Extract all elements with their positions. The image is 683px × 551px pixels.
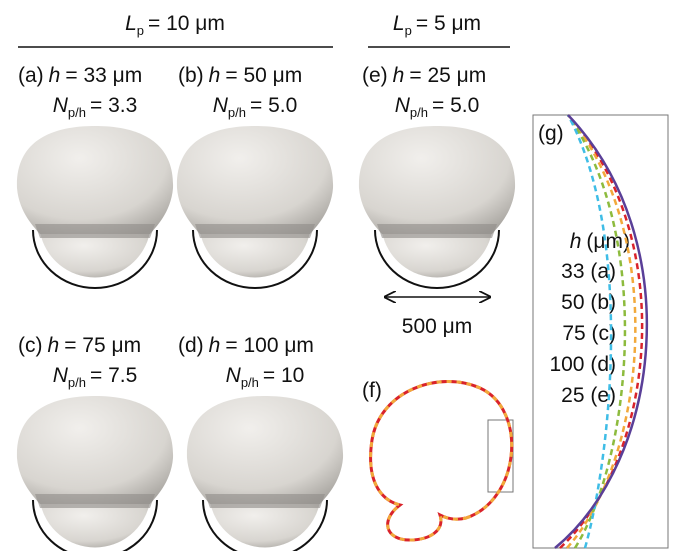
- value: = 75 μm: [64, 334, 141, 357]
- symbol: h: [49, 64, 61, 87]
- panel-title: (e)h= 25 μm: [362, 64, 486, 87]
- legend-entry: 100 (d): [549, 353, 616, 376]
- symbol: L: [125, 12, 137, 35]
- droplet-band: [205, 494, 325, 508]
- symbol: L: [393, 12, 405, 35]
- value: = 50 μm: [225, 64, 302, 87]
- panel-title: (c)h= 75 μm: [18, 334, 141, 357]
- symbol: h: [393, 64, 405, 87]
- droplet-cap: [187, 396, 343, 504]
- panel-param: Np/h = 5.0: [213, 94, 298, 120]
- droplet-cap: [17, 396, 173, 504]
- panel-param: Np/h = 5.0: [395, 94, 480, 120]
- droplet-band: [377, 224, 497, 238]
- legend-entry: 75 (c): [562, 322, 616, 345]
- droplet-band: [195, 224, 315, 238]
- symbol: h: [570, 230, 582, 253]
- droplet-band: [35, 224, 155, 238]
- value: = 5 μm: [416, 12, 481, 35]
- droplet-cap: [359, 126, 515, 234]
- value: = 10: [263, 364, 304, 387]
- symbol: h: [209, 64, 221, 87]
- panel-title: (b)h= 50 μm: [178, 64, 302, 87]
- symbol: h: [209, 334, 221, 357]
- droplet-lower: [210, 502, 320, 547]
- panel-param: Np/h = 7.5: [53, 364, 138, 390]
- legend-entry: 33 (a): [561, 260, 616, 283]
- figure: 500 μm (f) (g) Lp= 10 μmLp= 5 μm(a)h= 33…: [0, 0, 683, 551]
- droplet-band: [35, 494, 155, 508]
- panel-label: (c): [18, 334, 43, 357]
- legend-entry: 50 (b): [561, 291, 616, 314]
- symbol: N: [213, 94, 229, 117]
- droplet-lower: [382, 232, 492, 277]
- subscript: p: [137, 23, 144, 38]
- panel-title: (d)h= 100 μm: [178, 334, 314, 357]
- panel-label: (b): [178, 64, 204, 87]
- scale-label: 500 μm: [402, 315, 472, 338]
- value: = 3.3: [90, 94, 137, 117]
- legend-title: h(μm): [570, 230, 630, 253]
- outline: [371, 381, 512, 540]
- subscript: p/h: [410, 105, 428, 120]
- subscript: p: [405, 23, 412, 38]
- value: = 10 μm: [148, 12, 225, 35]
- droplet-lower: [200, 232, 310, 277]
- symbol: N: [53, 364, 69, 387]
- value: = 5.0: [432, 94, 479, 117]
- group-header: Lp = 10 μm: [125, 12, 225, 38]
- symbol: h: [48, 334, 60, 357]
- group-header: Lp = 5 μm: [393, 12, 481, 38]
- panel-label: (d): [178, 334, 204, 357]
- panel-param: Np/h = 3.3: [53, 94, 138, 120]
- panel-title: (a)h= 33 μm: [18, 64, 142, 87]
- panel-label: (e): [362, 64, 388, 87]
- subscript: p/h: [228, 105, 246, 120]
- symbol: N: [53, 94, 69, 117]
- droplet-cap: [17, 126, 173, 234]
- panel-param: Np/h = 10: [226, 364, 305, 390]
- value: = 5.0: [250, 94, 297, 117]
- droplet-lower: [40, 232, 150, 277]
- value: = 25 μm: [409, 64, 486, 87]
- subscript: p/h: [68, 105, 86, 120]
- panel-label: (a): [18, 64, 44, 87]
- value: = 100 μm: [225, 334, 314, 357]
- panel-label: (g): [538, 122, 564, 145]
- droplet-cap: [177, 126, 333, 234]
- droplet-lower: [40, 502, 150, 547]
- symbol: N: [226, 364, 242, 387]
- value: = 33 μm: [65, 64, 142, 87]
- value: = 7.5: [90, 364, 137, 387]
- panel-label: (f): [362, 379, 382, 402]
- subscript: p/h: [241, 375, 259, 390]
- subscript: p/h: [68, 375, 86, 390]
- symbol: N: [395, 94, 411, 117]
